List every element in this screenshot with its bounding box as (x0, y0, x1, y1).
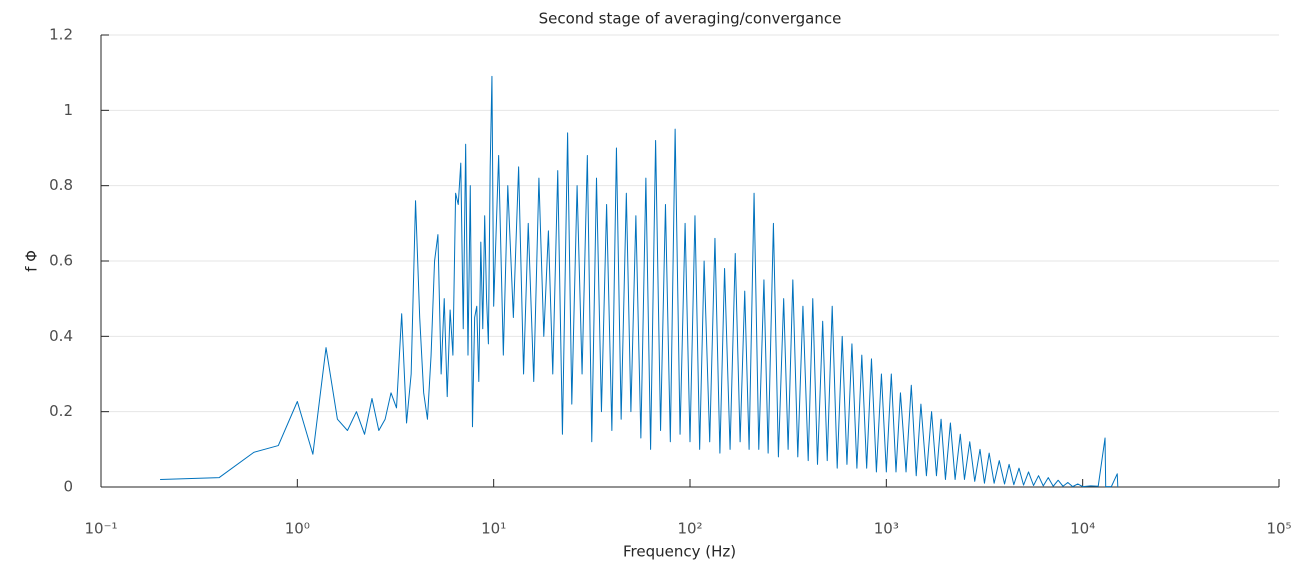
x-tick-label: 10² (677, 520, 702, 538)
y-tick-label: 1.2 (49, 26, 73, 44)
x-tick-label: 10³ (874, 520, 899, 538)
x-tick-label: 10⁻¹ (84, 520, 117, 538)
x-axis-label: Frequency (Hz) (623, 543, 736, 561)
y-axis-label: f Φ (23, 250, 41, 272)
y-tick-label: 0 (63, 478, 73, 496)
x-tick-label: 10⁴ (1070, 520, 1095, 538)
y-tick-label: 0.2 (49, 402, 73, 420)
chart-title: Second stage of averaging/convergance (539, 10, 842, 28)
y-tick-label: 0.8 (49, 176, 73, 194)
x-tick-label: 10⁰ (285, 520, 310, 538)
y-tick-label: 0.4 (49, 327, 73, 345)
x-tick-label: 10¹ (481, 520, 506, 538)
x-tick-label: 10⁵ (1266, 520, 1291, 538)
data-line (160, 75, 1119, 488)
y-tick-label: 1 (63, 101, 73, 119)
y-tick-label: 0.6 (49, 252, 73, 270)
